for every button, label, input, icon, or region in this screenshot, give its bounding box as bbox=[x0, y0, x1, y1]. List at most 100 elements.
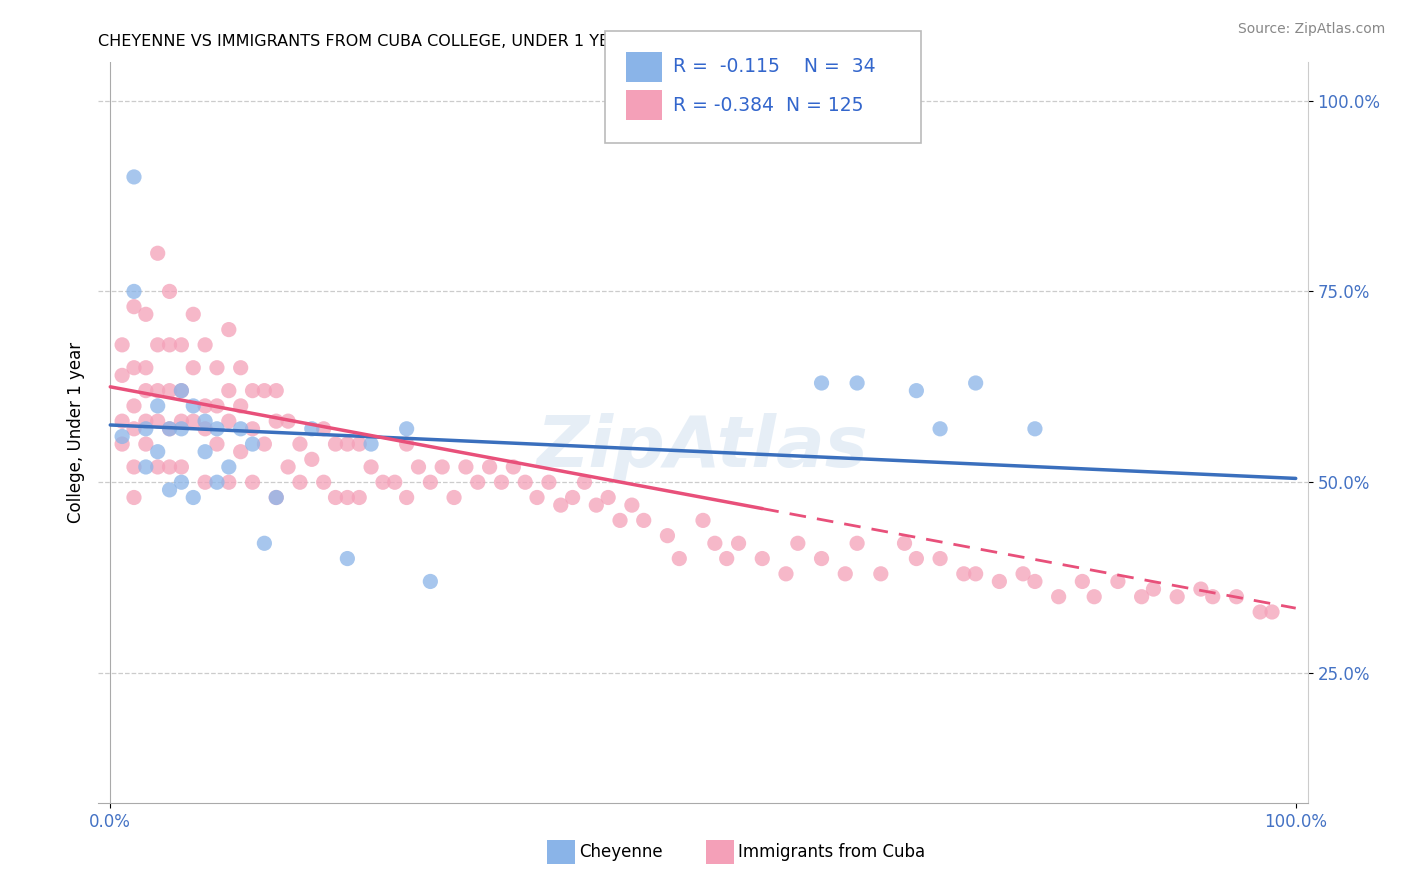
Point bbox=[264, 491, 287, 505]
Point bbox=[716, 551, 738, 566]
Point bbox=[810, 551, 832, 566]
Point bbox=[229, 422, 252, 436]
Point bbox=[526, 491, 548, 505]
Point bbox=[122, 491, 145, 505]
Point bbox=[159, 422, 181, 436]
Point bbox=[751, 551, 773, 566]
Point bbox=[122, 169, 145, 184]
Point bbox=[893, 536, 915, 550]
Point bbox=[347, 491, 370, 505]
Point bbox=[467, 475, 489, 490]
Point bbox=[432, 460, 454, 475]
Point bbox=[146, 338, 169, 352]
Text: Source: ZipAtlas.com: Source: ZipAtlas.com bbox=[1237, 22, 1385, 37]
Point bbox=[242, 437, 264, 451]
Point bbox=[609, 513, 631, 527]
Point bbox=[537, 475, 560, 490]
Point bbox=[205, 475, 228, 490]
Point bbox=[1071, 574, 1094, 589]
Point bbox=[181, 399, 204, 413]
Point bbox=[122, 399, 145, 413]
Point bbox=[253, 536, 276, 550]
Point bbox=[170, 384, 193, 398]
Point bbox=[585, 498, 607, 512]
Point bbox=[146, 246, 169, 260]
Point bbox=[775, 566, 797, 581]
Text: Immigrants from Cuba: Immigrants from Cuba bbox=[738, 843, 925, 861]
Point bbox=[146, 414, 169, 428]
Point bbox=[242, 384, 264, 398]
Point bbox=[1249, 605, 1271, 619]
Point bbox=[288, 437, 311, 451]
Point bbox=[194, 422, 217, 436]
Point bbox=[1012, 566, 1035, 581]
Point bbox=[810, 376, 832, 390]
Point bbox=[122, 285, 145, 299]
Point bbox=[159, 384, 181, 398]
Point bbox=[301, 422, 323, 436]
Point bbox=[277, 414, 299, 428]
Point bbox=[159, 338, 181, 352]
Point bbox=[1024, 422, 1046, 436]
Point bbox=[360, 460, 382, 475]
Point bbox=[146, 444, 169, 458]
Point bbox=[135, 460, 157, 475]
Point bbox=[336, 491, 359, 505]
Point bbox=[443, 491, 465, 505]
Point bbox=[395, 422, 418, 436]
Point bbox=[1130, 590, 1153, 604]
Point bbox=[264, 414, 287, 428]
Point bbox=[194, 444, 217, 458]
Point bbox=[395, 491, 418, 505]
Point bbox=[1202, 590, 1225, 604]
Point bbox=[336, 551, 359, 566]
Point bbox=[159, 285, 181, 299]
Point bbox=[620, 498, 643, 512]
Point bbox=[988, 574, 1011, 589]
Point bbox=[135, 437, 157, 451]
Point bbox=[218, 384, 240, 398]
Point bbox=[1166, 590, 1188, 604]
Text: R = -0.384  N = 125: R = -0.384 N = 125 bbox=[673, 95, 863, 115]
Point bbox=[502, 460, 524, 475]
Point bbox=[111, 368, 134, 383]
Point bbox=[229, 444, 252, 458]
Point bbox=[229, 399, 252, 413]
Point bbox=[122, 300, 145, 314]
Point bbox=[264, 491, 287, 505]
Point bbox=[952, 566, 974, 581]
Text: ZipAtlas: ZipAtlas bbox=[537, 413, 869, 482]
Point bbox=[703, 536, 725, 550]
Point bbox=[218, 475, 240, 490]
Point bbox=[312, 422, 335, 436]
Point bbox=[277, 460, 299, 475]
Point bbox=[965, 376, 987, 390]
Y-axis label: College, Under 1 year: College, Under 1 year bbox=[66, 342, 84, 524]
Point bbox=[550, 498, 572, 512]
Point bbox=[1083, 590, 1105, 604]
Text: R =  -0.115    N =  34: R = -0.115 N = 34 bbox=[673, 57, 876, 77]
Point bbox=[633, 513, 655, 527]
Point bbox=[194, 399, 217, 413]
Point bbox=[727, 536, 749, 550]
Point bbox=[135, 422, 157, 436]
Point bbox=[205, 399, 228, 413]
Point bbox=[253, 384, 276, 398]
Point bbox=[111, 338, 134, 352]
Point bbox=[1047, 590, 1070, 604]
Point bbox=[205, 422, 228, 436]
Point bbox=[135, 414, 157, 428]
Point bbox=[598, 491, 620, 505]
Text: CHEYENNE VS IMMIGRANTS FROM CUBA COLLEGE, UNDER 1 YEAR CORRELATION CHART: CHEYENNE VS IMMIGRANTS FROM CUBA COLLEGE… bbox=[98, 34, 810, 49]
Point bbox=[122, 460, 145, 475]
Point bbox=[194, 414, 217, 428]
Point bbox=[170, 414, 193, 428]
Point bbox=[846, 536, 869, 550]
Point bbox=[1024, 574, 1046, 589]
Point bbox=[454, 460, 477, 475]
Point bbox=[111, 437, 134, 451]
Point bbox=[905, 551, 928, 566]
Point bbox=[122, 422, 145, 436]
Point bbox=[1107, 574, 1129, 589]
Point bbox=[360, 437, 382, 451]
